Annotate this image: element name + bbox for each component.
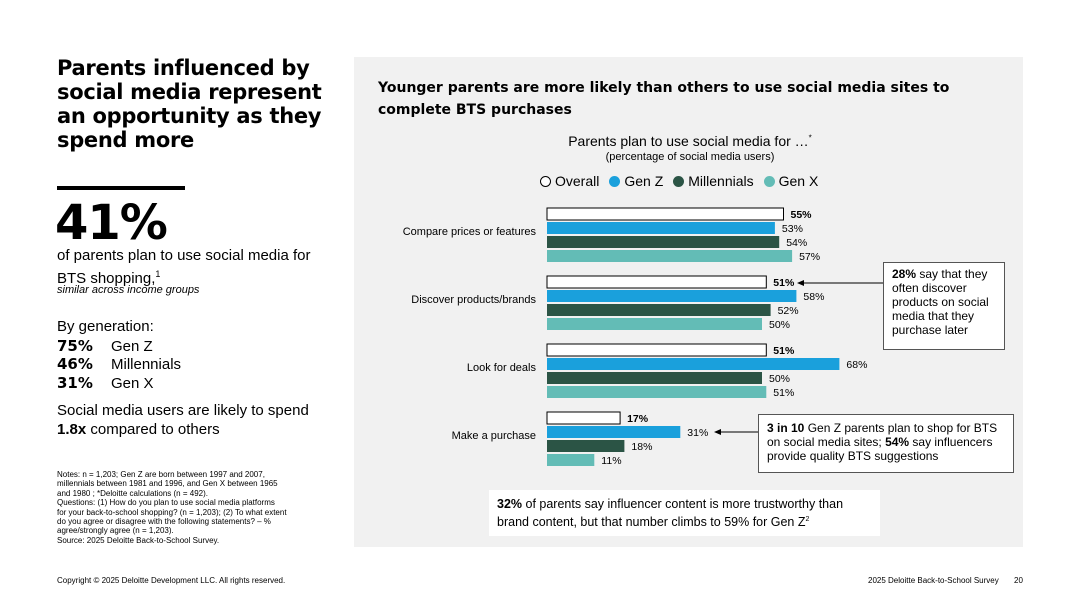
- bar-gen-z: [547, 222, 775, 234]
- bar-overall: [546, 207, 784, 221]
- value-label: 50%: [769, 373, 790, 385]
- value-label: 51%: [773, 387, 794, 399]
- value-label: 50%: [769, 319, 790, 331]
- bar-gen-x: [547, 250, 793, 262]
- value-label: 54%: [786, 237, 807, 249]
- bar-overall: [546, 343, 767, 357]
- generation-row: 75% Gen Z: [57, 337, 153, 355]
- legend-swatch: [609, 175, 621, 187]
- value-label: 51%: [773, 345, 795, 357]
- divider: [57, 186, 185, 190]
- value-label: 68%: [846, 359, 867, 371]
- callout-purchase: 3 in 10 Gen Z parents plan to shop for B…: [758, 414, 1014, 473]
- category-label: Compare prices or features: [403, 226, 537, 238]
- stat-subtext: similar across income groups: [57, 284, 200, 296]
- bar-gen-x: [547, 454, 595, 466]
- value-label: 11%: [601, 455, 621, 467]
- bar-millennials: [547, 372, 762, 384]
- value-label: 55%: [791, 209, 813, 221]
- value-label: 58%: [803, 291, 824, 303]
- callout-discover: 28% say that they often discover product…: [883, 262, 1005, 350]
- stat-text: of parents plan to use social media for …: [57, 247, 311, 287]
- value-label: 57%: [799, 251, 820, 263]
- category-label: Look for deals: [467, 362, 537, 374]
- generation-row: 46% Millennials: [57, 355, 182, 373]
- legend-item-gen-z: Gen Z: [609, 173, 663, 189]
- bar-millennials: [547, 440, 625, 452]
- bar-overall: [546, 275, 767, 289]
- panel-title: Younger parents are more likely than oth…: [378, 80, 950, 118]
- bar-gen-x: [547, 386, 767, 398]
- stat-footnote: 1: [155, 269, 161, 279]
- chart-legend: Overall Gen Z Millennials Gen X: [540, 173, 818, 189]
- bar-overall: [546, 411, 621, 425]
- value-label: 31%: [687, 427, 708, 439]
- chart-title-footnote: *: [808, 133, 812, 143]
- category-label: Discover products/brands: [411, 294, 536, 306]
- generation-heading: By generation:: [57, 318, 154, 335]
- value-label: 53%: [782, 223, 803, 235]
- callout-arrow-head: [797, 280, 804, 286]
- copyright: Copyright © 2025 Deloitte Development LL…: [57, 576, 286, 585]
- value-label: 17%: [627, 413, 649, 425]
- legend-swatch: [540, 175, 551, 187]
- headline-block: Parents influenced by social media repre…: [57, 56, 337, 152]
- value-label: 18%: [631, 441, 652, 453]
- page-title: Parents influenced by social media repre…: [57, 56, 322, 152]
- chart-title: Parents plan to use social media for …*: [568, 133, 812, 149]
- legend-item-overall: Overall: [540, 173, 599, 189]
- legend-item-gen-x: Gen X: [763, 173, 818, 189]
- generation-row: 31% Gen X: [57, 374, 154, 392]
- page-number: 20: [1014, 576, 1023, 585]
- value-label: 51%: [773, 277, 795, 289]
- notes: Notes: n = 1,203; Gen Z are born between…: [57, 470, 287, 545]
- report-name: 2025 Deloitte Back-to-School Survey: [868, 576, 999, 585]
- category-label: Make a purchase: [452, 430, 536, 442]
- bar-gen-x: [547, 318, 762, 330]
- bar-gen-z: [547, 426, 681, 438]
- callout-arrow-head: [714, 429, 721, 435]
- bar-millennials: [547, 304, 771, 316]
- legend-swatch: [763, 175, 775, 187]
- callout-influencer: 32% of parents say influencer content is…: [489, 490, 880, 536]
- bar-gen-z: [547, 358, 840, 370]
- spend-statement: Social media users are likely to spend 1…: [57, 402, 309, 438]
- bar-gen-z: [547, 290, 797, 302]
- legend-swatch: [673, 175, 685, 187]
- legend-item-millennials: Millennials: [673, 173, 754, 189]
- value-label: 52%: [778, 305, 799, 317]
- bar-millennials: [547, 236, 780, 248]
- chart-subtitle: (percentage of social media users): [605, 151, 775, 163]
- bar-chart: Compare prices or features 55% 53% 54% 57% Di…: [403, 207, 883, 467]
- big-stat: 41%: [55, 195, 168, 251]
